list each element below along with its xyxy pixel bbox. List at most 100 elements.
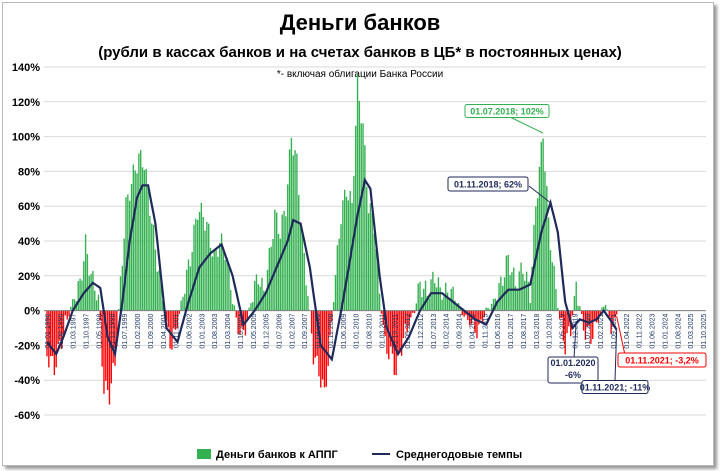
bar bbox=[226, 258, 228, 311]
bar bbox=[603, 306, 605, 311]
x-tick-label: 01.10.1997 bbox=[84, 314, 91, 349]
bar bbox=[525, 271, 528, 311]
bar bbox=[524, 280, 526, 311]
annotation-label: -6% bbox=[565, 370, 581, 380]
bar bbox=[474, 310, 476, 333]
bar bbox=[614, 310, 616, 318]
bar bbox=[151, 223, 153, 311]
bar bbox=[413, 310, 416, 314]
bar bbox=[419, 281, 421, 311]
x-tick-label: 01.01.2017 bbox=[508, 314, 515, 349]
x-tick-label: 01.07.2013 bbox=[431, 314, 438, 349]
bar bbox=[369, 203, 372, 311]
annotation-label: 01.11.2018; 62% bbox=[454, 180, 522, 190]
bar bbox=[187, 259, 190, 311]
bar bbox=[211, 256, 214, 311]
bar bbox=[417, 283, 419, 311]
bar bbox=[345, 196, 348, 311]
bar bbox=[217, 256, 219, 311]
bar bbox=[347, 200, 350, 311]
bar bbox=[546, 185, 548, 311]
bar bbox=[560, 310, 563, 318]
bar bbox=[55, 310, 57, 368]
bar bbox=[355, 125, 357, 311]
bar bbox=[206, 221, 208, 311]
bar bbox=[577, 305, 579, 311]
bar bbox=[423, 288, 425, 311]
bar bbox=[95, 300, 98, 311]
bar bbox=[149, 215, 151, 311]
x-tick-label: 01.04.2001 bbox=[161, 314, 168, 349]
annotation-label: 01.11.2021; -11% bbox=[580, 383, 651, 393]
bar bbox=[371, 213, 373, 311]
x-tick-label: 01.05.2005 bbox=[251, 314, 258, 349]
bar bbox=[415, 303, 418, 311]
x-tick-label: 01.03.2025 bbox=[688, 314, 695, 349]
bar bbox=[426, 295, 429, 311]
bar bbox=[511, 272, 513, 311]
bar bbox=[228, 263, 230, 311]
bar bbox=[134, 170, 136, 311]
bar bbox=[481, 310, 484, 324]
bar bbox=[59, 310, 61, 341]
x-tick-label: 01.01.1996 bbox=[45, 314, 52, 349]
x-tick-label: 01.02.2014 bbox=[444, 314, 451, 349]
bar bbox=[174, 310, 177, 330]
bar bbox=[399, 310, 401, 353]
bar bbox=[448, 299, 451, 311]
bar bbox=[606, 309, 609, 311]
y-tick-label: 0% bbox=[24, 306, 40, 318]
bar bbox=[61, 310, 63, 349]
y-tick-label: 60% bbox=[18, 201, 40, 213]
bar bbox=[112, 310, 114, 363]
bar bbox=[178, 310, 180, 314]
bar bbox=[274, 209, 276, 311]
bar bbox=[377, 259, 379, 311]
bar bbox=[579, 306, 581, 311]
bar bbox=[132, 164, 135, 311]
bar bbox=[329, 310, 331, 336]
annotation-box bbox=[447, 176, 529, 192]
bar bbox=[158, 270, 160, 311]
x-tick-label: 01.09.2021 bbox=[611, 314, 618, 349]
y-tick-label: 140% bbox=[12, 62, 40, 74]
bar bbox=[485, 307, 487, 311]
annotation-leader bbox=[616, 316, 626, 356]
legend-swatch-bars bbox=[197, 449, 211, 459]
bar bbox=[281, 214, 283, 311]
y-tick-label: -40% bbox=[14, 375, 40, 387]
bar bbox=[386, 310, 388, 354]
annotation-label: 01.07.2018; 102% bbox=[470, 107, 544, 117]
bar bbox=[562, 310, 565, 341]
bar bbox=[250, 303, 252, 311]
bar bbox=[507, 254, 509, 311]
x-tick-label: 01.08.2003 bbox=[212, 314, 219, 349]
bar bbox=[129, 200, 131, 311]
bar bbox=[307, 296, 309, 311]
bar bbox=[516, 290, 519, 311]
bar bbox=[209, 247, 212, 311]
bar bbox=[165, 310, 168, 321]
annotation-leader bbox=[528, 185, 551, 204]
bar bbox=[185, 269, 188, 311]
bar bbox=[276, 212, 278, 311]
x-tick-label: 01.06.2009 bbox=[341, 314, 348, 349]
bar bbox=[575, 281, 577, 311]
bar bbox=[86, 254, 89, 311]
bar bbox=[64, 310, 67, 316]
bar bbox=[366, 186, 368, 311]
bar bbox=[73, 299, 76, 311]
x-tick-label: 01.10.2004 bbox=[238, 314, 245, 349]
bar bbox=[252, 302, 254, 311]
bar bbox=[173, 310, 175, 329]
bar bbox=[255, 274, 258, 311]
bar bbox=[147, 186, 149, 311]
bar bbox=[49, 310, 52, 357]
bar bbox=[171, 310, 173, 350]
annotation-leader bbox=[614, 329, 618, 382]
annotation-box bbox=[547, 356, 599, 384]
bar bbox=[421, 297, 423, 311]
bar bbox=[400, 310, 403, 356]
y-tick-label: 100% bbox=[12, 132, 40, 144]
bar bbox=[138, 153, 140, 311]
